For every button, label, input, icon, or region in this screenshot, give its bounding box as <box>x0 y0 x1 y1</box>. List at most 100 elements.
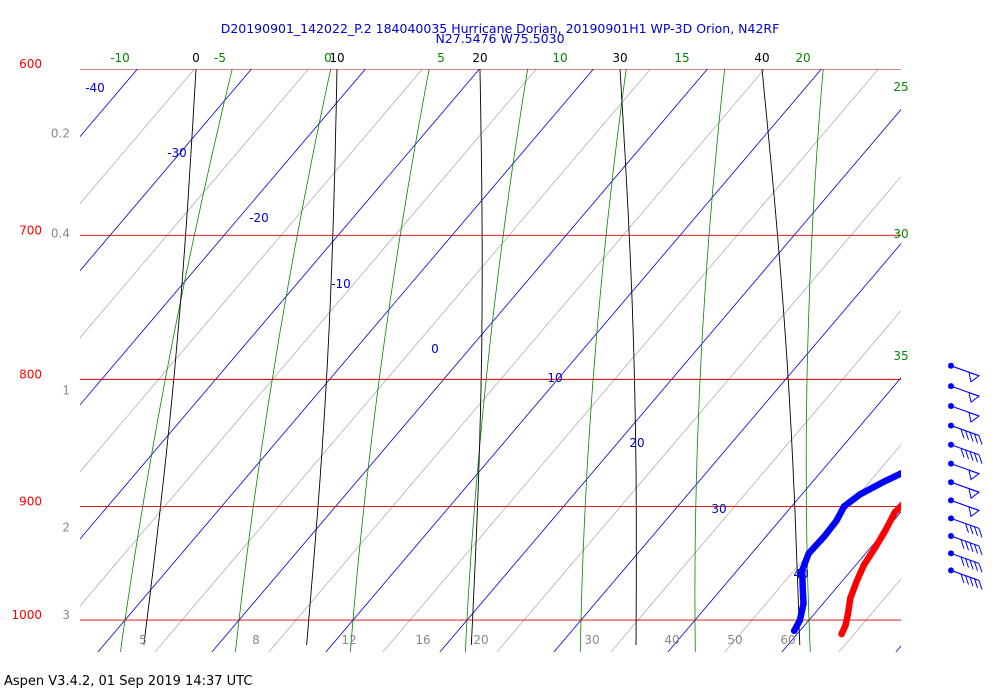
dry-adiabat-label: 20 <box>795 51 810 65</box>
temperature-line <box>838 501 901 638</box>
wind-barb-feather <box>969 451 974 461</box>
mixing-ratio-bottom-label: 8 <box>252 633 260 647</box>
isotherm-label: -10 <box>331 277 351 291</box>
isotherm-line <box>80 69 138 138</box>
mixing-ratio-top-label: 30 <box>612 51 627 65</box>
mixing-ratio-bottom-label: 5 <box>139 633 147 647</box>
dewpoint-point <box>856 491 864 498</box>
wind-barb-feather <box>974 526 978 536</box>
wind-barb-feather <box>969 432 974 442</box>
dry-adiabat-label: 35 <box>893 349 908 363</box>
wind-barb-staff <box>950 517 980 529</box>
dry-adiabat-label: -5 <box>214 51 226 65</box>
temperature-point <box>919 477 925 483</box>
thin-guide-line <box>724 444 901 652</box>
isotherm-label: 10 <box>547 371 562 385</box>
isotherm-line <box>895 645 901 652</box>
wind-barb-feather <box>974 453 978 463</box>
temperature-point <box>909 491 915 497</box>
wind-barb-feather <box>965 430 969 440</box>
thin-guide-line <box>80 69 423 473</box>
wind-barb <box>948 533 983 556</box>
wind-barb-feather <box>974 561 978 571</box>
thin-guide-line <box>154 69 651 652</box>
wind-barb-feather <box>974 578 978 588</box>
wind-barbs <box>948 362 983 590</box>
wind-barb <box>948 497 981 518</box>
temperature-point <box>941 464 947 470</box>
thin-guide-line <box>80 69 537 607</box>
isotherm-line <box>553 243 901 652</box>
mixing-ratio-top-label: 0 <box>192 51 200 65</box>
temperature-point <box>847 595 854 602</box>
wind-barb-feather <box>965 575 969 585</box>
inner-axis-label: 0.2 <box>51 127 70 141</box>
mixing-ratio-bottom-label: 16 <box>415 633 430 647</box>
wind-barb-feather <box>960 448 965 458</box>
dry-adiabat-label: 10 <box>552 51 567 65</box>
temperature-point <box>891 509 898 516</box>
wind-barb-feather <box>969 525 974 535</box>
wind-barb <box>948 383 981 403</box>
inner-axis-label: 1 <box>62 383 70 397</box>
wind-barb-flag <box>968 506 981 518</box>
mixing-ratio-line <box>470 69 483 646</box>
mixing-ratio-line <box>761 69 801 646</box>
wind-barb-feather <box>978 580 983 590</box>
dry-adiabat-labels: -10 -5 0 5 10 15 20 25 30 35 <box>110 51 908 363</box>
dry-adiabat-line <box>120 69 233 652</box>
isotherm-line <box>0 29 57 692</box>
inner-axis-label: 0.4 <box>51 226 70 240</box>
wind-barb-feather <box>960 573 965 584</box>
wind-barb-feather <box>965 558 969 568</box>
wind-barb-staff <box>950 425 980 437</box>
mixing-ratio-bottom-label: 50 <box>727 633 742 647</box>
wind-barb-feather <box>978 563 983 573</box>
temperature-point <box>860 561 868 568</box>
dry-adiabat-label: -10 <box>110 51 130 65</box>
mixing-ratio-bottom-label: 30 <box>584 633 599 647</box>
dewpoint-point <box>799 584 806 591</box>
dry-adiabat-line <box>805 69 824 652</box>
wind-barb-staff <box>950 535 980 547</box>
wind-barb <box>948 479 981 500</box>
isotherm-label: 20 <box>629 436 644 450</box>
dry-adiabat-label: 5 <box>437 51 445 65</box>
pressure-label: 700 <box>19 223 42 237</box>
isotherm-label: 30 <box>711 502 726 516</box>
pressure-labels: 600 700 800 900 1000 0.2 0.4 1 2 3 <box>11 57 70 622</box>
wind-barb-staff <box>950 444 980 456</box>
isotherm-line <box>781 511 901 652</box>
temperature-point <box>882 527 889 534</box>
wind-barb-flag <box>968 391 981 403</box>
wind-barb <box>948 441 983 464</box>
dry-adiabat-line <box>914 0 928 683</box>
mixing-ratio-bottom-label: 40 <box>664 633 679 647</box>
isotherm-label: -40 <box>85 81 105 95</box>
wind-barb-feather <box>974 433 978 444</box>
dewpoint-point <box>956 435 962 441</box>
thin-guide-line <box>610 310 901 652</box>
dewpoint-point <box>934 448 940 454</box>
thin-guide-line <box>496 176 901 652</box>
wind-barb-feather <box>974 544 978 554</box>
dewpoint-point <box>796 616 804 624</box>
dry-adiabat-label: 15 <box>674 51 689 65</box>
dry-adiabat-label: 25 <box>893 80 908 94</box>
isotherm-line <box>80 69 366 406</box>
thin-guide-line <box>80 69 309 339</box>
mixing-ratio-bottom-label: 12 <box>341 633 356 647</box>
temperature-point <box>872 544 879 551</box>
wind-barb-feather <box>978 528 983 538</box>
thin-guide-line <box>919 29 1000 692</box>
isotherm-line <box>439 108 901 652</box>
dewpoint-point <box>791 627 798 634</box>
temperature-point <box>842 622 849 629</box>
wind-barb-feather <box>965 449 969 460</box>
wind-barb-feather <box>978 454 983 464</box>
wind-barb-feather <box>969 577 974 587</box>
mixing-ratio-top-label: 40 <box>754 51 769 65</box>
mixing-ratio-line <box>619 69 637 646</box>
isotherm-line <box>97 69 594 652</box>
